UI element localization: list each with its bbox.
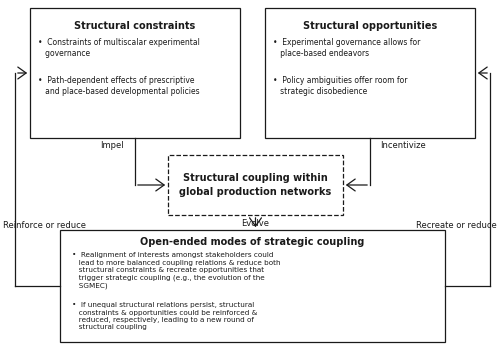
Text: •  Policy ambiguities offer room for
   strategic disobedience: • Policy ambiguities offer room for stra… xyxy=(273,76,407,96)
Text: Reinforce or reduce: Reinforce or reduce xyxy=(3,222,86,231)
Text: •  Realignment of interests amongst stakeholders could
   lead to more balanced : • Realignment of interests amongst stake… xyxy=(72,252,280,289)
Text: Recreate or reduce: Recreate or reduce xyxy=(416,222,497,231)
Bar xyxy=(168,155,343,215)
Text: Structural coupling within
global production networks: Structural coupling within global produc… xyxy=(180,173,332,197)
Text: Structural constraints: Structural constraints xyxy=(74,21,196,31)
Text: •  If unequal structural relations persist, structural
   constraints & opportun: • If unequal structural relations persis… xyxy=(72,302,258,330)
Text: •  Experimental governance allows for
   place-based endeavors: • Experimental governance allows for pla… xyxy=(273,38,420,58)
Text: •  Constraints of multiscalar experimental
   governance: • Constraints of multiscalar experimenta… xyxy=(38,38,200,58)
Bar xyxy=(30,8,240,138)
Text: Structural opportunities: Structural opportunities xyxy=(303,21,437,31)
Bar xyxy=(265,8,475,138)
Bar xyxy=(60,230,445,342)
Text: Open-ended modes of strategic coupling: Open-ended modes of strategic coupling xyxy=(140,237,364,247)
Text: Evolve: Evolve xyxy=(242,219,270,228)
Text: Impel: Impel xyxy=(100,141,124,150)
Text: •  Path-dependent effects of prescriptive
   and place-based developmental polic: • Path-dependent effects of prescriptive… xyxy=(38,76,200,96)
Text: Incentivize: Incentivize xyxy=(380,141,426,150)
